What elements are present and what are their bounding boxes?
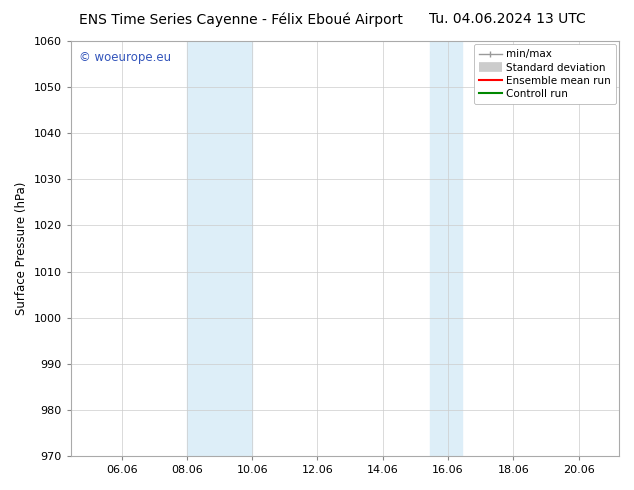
Legend: min/max, Standard deviation, Ensemble mean run, Controll run: min/max, Standard deviation, Ensemble me… [474, 44, 616, 104]
Bar [187, 41, 252, 456]
Y-axis label: Surface Pressure (hPa): Surface Pressure (hPa) [15, 182, 28, 315]
Text: © woeurope.eu: © woeurope.eu [79, 51, 171, 64]
Text: Tu. 04.06.2024 13 UTC: Tu. 04.06.2024 13 UTC [429, 12, 586, 26]
Bar [430, 41, 462, 456]
Text: ENS Time Series Cayenne - Félix Eboué Airport: ENS Time Series Cayenne - Félix Eboué Ai… [79, 12, 403, 27]
